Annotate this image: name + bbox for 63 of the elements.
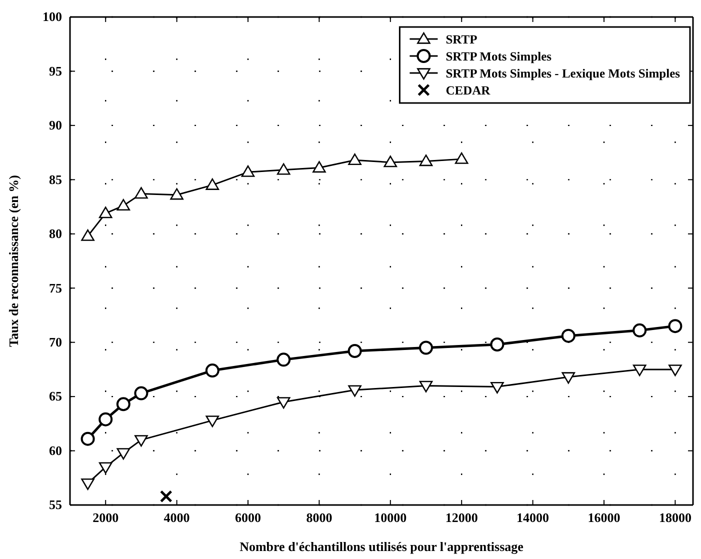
point — [134, 386, 148, 400]
point — [632, 364, 646, 376]
point — [384, 156, 398, 168]
y-tick-label: 100 — [42, 9, 62, 24]
y-tick-label: 60 — [49, 442, 62, 458]
point — [80, 432, 95, 446]
point — [668, 319, 682, 334]
point — [98, 412, 113, 426]
point — [312, 161, 326, 173]
point — [116, 199, 130, 211]
x-tick-label: 18000 — [658, 510, 692, 526]
y-tick-label: 70 — [49, 334, 62, 350]
point — [98, 462, 112, 474]
x-tick-label: 10000 — [374, 510, 407, 526]
x-tick-label: 8000 — [306, 510, 332, 526]
point — [170, 188, 184, 200]
point — [206, 416, 220, 428]
point — [206, 178, 220, 190]
point — [348, 344, 362, 358]
point — [134, 187, 148, 199]
point — [490, 338, 504, 352]
y-tick-label: 80 — [49, 226, 62, 242]
x-axis-title: Nombre d'échantillons utilisés pour l'apprentissage — [240, 539, 524, 554]
point — [561, 328, 576, 343]
point — [490, 382, 504, 394]
legend-label: CEDAR — [446, 84, 492, 98]
legend-label: SRTP Mots Simples — [446, 50, 552, 64]
point — [276, 163, 290, 175]
y-tick-label: 85 — [49, 172, 62, 187]
point — [160, 490, 172, 503]
point — [134, 435, 148, 447]
point — [419, 154, 433, 166]
x-tick-label: 12000 — [445, 510, 478, 526]
point — [205, 364, 220, 378]
point — [348, 385, 362, 397]
legend-label: SRTP Mots Simples - Lexique Mots Simples — [446, 66, 680, 80]
point — [419, 380, 433, 392]
legend-label: SRTP — [446, 32, 478, 46]
point — [454, 152, 468, 164]
y-tick-label: 75 — [49, 280, 62, 296]
x-tick-label: 14000 — [516, 510, 550, 526]
y-tick-label: 90 — [49, 118, 62, 133]
x-tick-label: 16000 — [588, 510, 620, 526]
point — [276, 397, 290, 409]
x-tick-label: 4000 — [164, 510, 190, 526]
point — [241, 165, 255, 177]
point — [419, 340, 433, 355]
point — [276, 352, 291, 367]
y-tick-label: 55 — [49, 497, 62, 512]
point — [562, 372, 576, 384]
point — [116, 448, 130, 460]
point — [632, 323, 647, 338]
point — [348, 153, 362, 165]
point — [81, 478, 94, 490]
y-tick-label: 95 — [49, 63, 62, 78]
point — [98, 206, 112, 218]
x-tick-label: 2000 — [92, 510, 119, 526]
y-axis-title: Taux de reconnaissance (en %) — [6, 175, 21, 347]
point — [668, 364, 682, 376]
point — [81, 229, 94, 241]
point — [116, 397, 130, 412]
y-tick-label: 65 — [49, 388, 62, 404]
x-tick-label: 6000 — [235, 510, 261, 526]
